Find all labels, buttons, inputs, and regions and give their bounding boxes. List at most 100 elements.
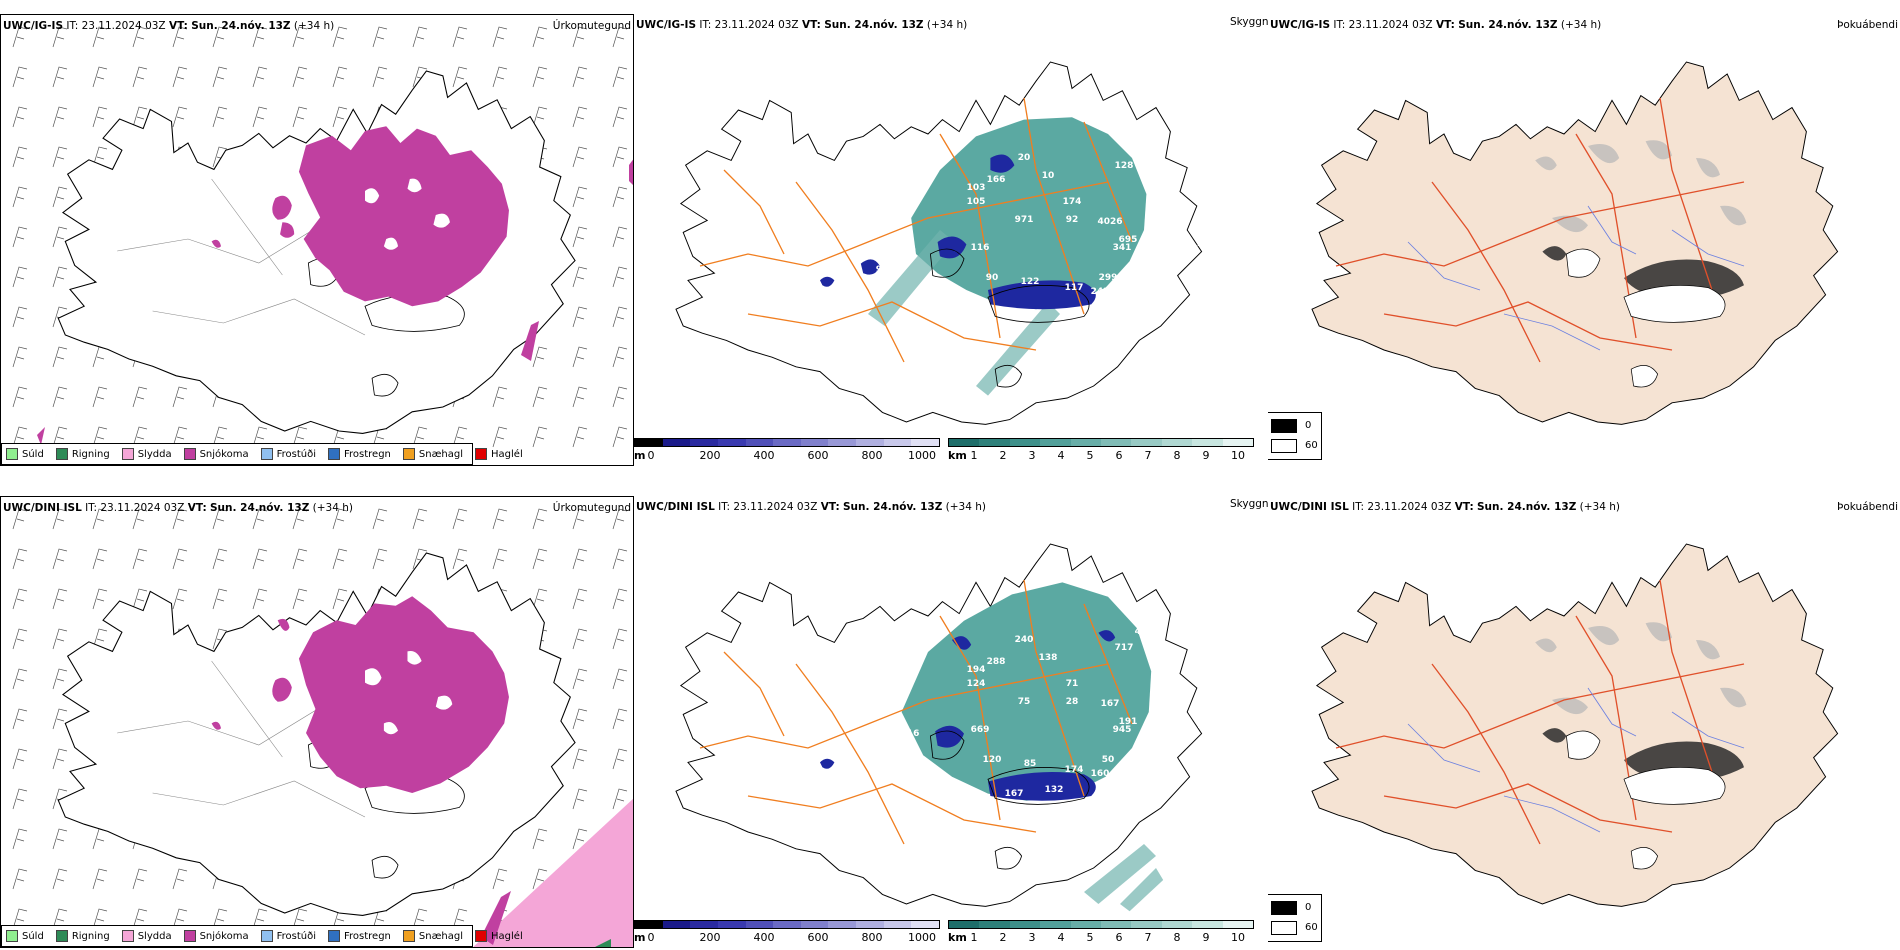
snow-offshore [521, 321, 539, 361]
legend-item-snow: Snjókoma [183, 930, 249, 942]
height-scale-bar [634, 920, 940, 929]
panel-header: UWC/IG-IS IT: 23.11.2024 03Z VT: Sun. 24… [1270, 19, 1602, 31]
legend-item-snow-pellets: Snæhagl [402, 930, 463, 942]
roads [117, 648, 389, 818]
panel-header: UWC/IG-IS IT: 23.11.2024 03Z VT: Sun. 24… [636, 19, 968, 31]
panel-header: UWC/DINI ISL IT: 23.11.2024 03Z VT: Sun.… [636, 501, 987, 513]
distance-tick: 6 [1115, 931, 1123, 944]
cloud-base-label: 117 [1065, 283, 1084, 293]
snow-swatch [183, 448, 196, 460]
precip-map[interactable] [1, 15, 634, 466]
snow-area [298, 596, 509, 793]
cloud-base-label: 250 [925, 779, 944, 789]
legend-item-drizzle: Súld [6, 930, 44, 942]
height-colorbar: m 0 200 400 600 800 1000 [634, 438, 940, 464]
cloud-base-label: 120 [983, 755, 1002, 765]
height-tick: 400 [753, 449, 775, 462]
legend-item-rain: Rigning [55, 448, 110, 460]
cloud-base-label: 4026 [1097, 217, 1122, 227]
cloud-panel-row1: UWC/IG-IS IT: 23.11.2024 03Z VT: Sun. 24… [634, 14, 1268, 466]
precip-type-legend: Súld Rigning Slydda Snjókoma Frostúði Fr… [1, 443, 523, 465]
cloud-base-label: 124 [967, 679, 986, 689]
cloud-base-label: 244 [843, 777, 862, 787]
cloud-base-label: 240 [1015, 635, 1034, 645]
freezing-drizzle-swatch [260, 448, 273, 460]
panel-title: Skyggni [1230, 498, 1268, 510]
cloud-base-label: 945 [1113, 725, 1132, 735]
roads [699, 579, 1133, 845]
height-tick: 600 [807, 931, 829, 944]
cloud-base-label: 116 [901, 729, 920, 739]
cloud-base-label: 86 [1148, 757, 1161, 767]
distance-colorbar: km 1 2 3 4 5 6 7 8 9 10 [948, 438, 1254, 464]
snow-pellets-swatch [402, 448, 415, 460]
cloud-base-label: 288 [987, 657, 1006, 667]
rain-swatch [55, 930, 68, 942]
legend-item-drizzle: Súld [6, 448, 44, 460]
height-tick: 1000 [908, 931, 936, 944]
cloud-base-label: 341 [1113, 243, 1132, 253]
fog-max-label: 60 [1305, 922, 1318, 933]
cloud-base-label: 669 [971, 725, 990, 735]
precip-map[interactable] [1, 497, 634, 948]
snow-patch [211, 195, 295, 248]
panel-title: Þokuábendi [1837, 501, 1898, 513]
sleet-offshore [473, 798, 633, 947]
fog-legend: 0 60 [1268, 412, 1322, 460]
teal-area [911, 117, 1147, 310]
fog-map[interactable] [1268, 14, 1900, 434]
panel-title: Þokuábendi [1837, 19, 1898, 31]
legend-item-sleet: Slydda [121, 448, 172, 460]
legend-item-freezing-drizzle: Frostúði [260, 448, 316, 460]
fog-map[interactable] [1268, 496, 1900, 916]
drizzle-swatch [6, 930, 18, 942]
cloud-base-label: 299 [1099, 273, 1118, 283]
roads [1335, 97, 1745, 363]
cloud-base-label: 85 [1024, 759, 1037, 769]
cloud-base-label: 191 [1119, 717, 1138, 727]
cloud-base-label: 194 [1197, 239, 1216, 249]
legend-item-hail: Haglél [475, 930, 523, 942]
distance-tick: 2 [999, 449, 1007, 462]
cloud-base-label: 10 [1042, 171, 1055, 181]
land [1311, 543, 1839, 908]
distance-tick: 6 [1115, 449, 1123, 462]
cloud-base-label: 746 [1197, 721, 1216, 731]
height-unit: m [634, 449, 646, 462]
land [1311, 61, 1839, 426]
distance-unit: km [948, 449, 967, 462]
distance-tick: 3 [1028, 931, 1036, 944]
cloud-base-label: 205 [1145, 275, 1164, 285]
cloud-base-label: 243 [1091, 287, 1110, 297]
cloud-base-label: 167 [1101, 699, 1120, 709]
cloud-base-label: 77 [1168, 249, 1181, 259]
snow-offshore [481, 891, 511, 945]
cloud-base-label: 28 [1066, 697, 1079, 707]
cloud-base-label: 105 [1125, 779, 1144, 789]
roads [117, 166, 389, 336]
freezing-rain-swatch [328, 448, 340, 460]
snow-pellets-swatch [402, 930, 415, 942]
panel-header: UWC/DINI ISL IT: 23.11.2024 03Z VT: Sun.… [1270, 501, 1621, 513]
cloud-base-label: 132 [1135, 145, 1154, 155]
legend-item-rain: Rigning [55, 930, 110, 942]
distance-tick: 1 [970, 449, 978, 462]
cloud-base-label: 116 [971, 243, 990, 253]
height-tick: 200 [699, 931, 721, 944]
height-colorbar: m 0 200 400 600 800 1000 [634, 920, 940, 946]
distance-tick: 9 [1202, 449, 1210, 462]
distance-tick: 2 [999, 931, 1007, 944]
legend-item-freezing-drizzle: Frostúði [260, 930, 316, 942]
fog-min-swatch [1271, 419, 1297, 433]
distance-tick: 8 [1173, 931, 1181, 944]
distance-tick: 10 [1231, 449, 1245, 462]
fog-legend: 0 60 [1268, 894, 1322, 942]
freezing-drizzle-swatch [260, 930, 273, 942]
cloud-base-label: 75 [1018, 697, 1031, 707]
height-tick: 0 [647, 449, 655, 462]
cloud-base-label: 695 [1119, 235, 1138, 245]
distance-tick: 10 [1231, 931, 1245, 944]
cloud-base-label: 166 [987, 175, 1006, 185]
